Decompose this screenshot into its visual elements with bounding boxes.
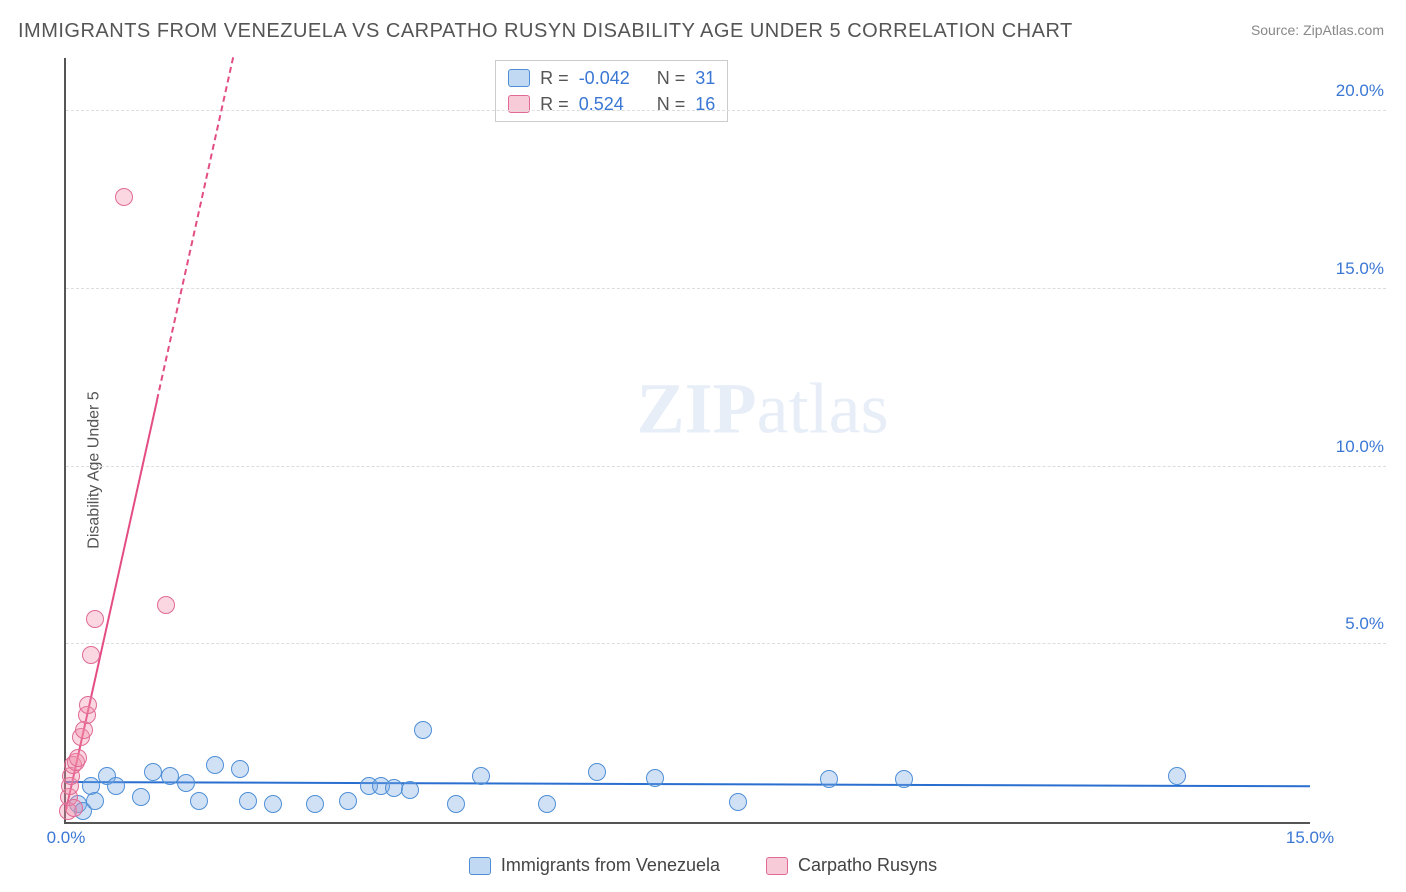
r-value: -0.042 — [579, 65, 639, 91]
watermark-bold: ZIP — [637, 369, 757, 449]
trend-line — [66, 781, 1310, 787]
legend-label: Carpatho Rusyns — [798, 855, 937, 876]
chart-title: IMMIGRANTS FROM VENEZUELA VS CARPATHO RU… — [18, 20, 1073, 43]
data-point — [86, 792, 104, 810]
legend-series: Immigrants from Venezuela Carpatho Rusyns — [18, 855, 1388, 876]
data-point — [177, 774, 195, 792]
legend-item: Immigrants from Venezuela — [469, 855, 720, 876]
data-point — [339, 792, 357, 810]
data-point — [82, 646, 100, 664]
data-point — [65, 799, 83, 817]
x-tick-label: 15.0% — [1286, 828, 1334, 848]
legend-label: Immigrants from Venezuela — [501, 855, 720, 876]
gridline-h — [66, 110, 1386, 111]
data-point — [414, 721, 432, 739]
plot-area: ZIPatlas R =-0.042N =31R = 0.524N =16 5.… — [64, 58, 1310, 824]
legend-stat-row: R = 0.524 N = 16 — [508, 91, 715, 117]
data-point — [729, 793, 747, 811]
data-point — [239, 792, 257, 810]
source-attribution: Source: ZipAtlas.com — [1251, 22, 1384, 38]
data-point — [306, 795, 324, 813]
data-point — [206, 756, 224, 774]
data-point — [820, 770, 838, 788]
x-tick-label: 0.0% — [47, 828, 86, 848]
n-value: 31 — [695, 65, 715, 91]
y-tick-label: 20.0% — [1314, 81, 1384, 101]
data-point — [401, 781, 419, 799]
data-point — [646, 769, 664, 787]
legend-stat-row: R = -0.042 N = 31 — [508, 65, 715, 91]
legend-item: Carpatho Rusyns — [766, 855, 937, 876]
legend-statistics: R = -0.042 N = 31 R = 0.524 N = 16 — [495, 60, 728, 122]
gridline-h — [66, 643, 1386, 644]
data-point — [157, 596, 175, 614]
legend-swatch — [469, 857, 491, 875]
data-point — [190, 792, 208, 810]
y-tick-label: 5.0% — [1314, 614, 1384, 634]
data-point — [107, 777, 125, 795]
data-point — [69, 749, 87, 767]
trend-line — [156, 57, 234, 400]
data-point — [1168, 767, 1186, 785]
n-value: 16 — [695, 91, 715, 117]
gridline-h — [66, 288, 1386, 289]
n-label: N = — [657, 65, 686, 91]
gridline-h — [66, 466, 1386, 467]
watermark: ZIPatlas — [637, 368, 889, 451]
data-point — [447, 795, 465, 813]
legend-swatch — [508, 69, 530, 87]
n-label: N = — [657, 91, 686, 117]
data-point — [538, 795, 556, 813]
legend-swatch — [766, 857, 788, 875]
chart-container: Disability Age Under 5 ZIPatlas R =-0.04… — [18, 58, 1388, 882]
data-point — [86, 610, 104, 628]
y-tick-label: 15.0% — [1314, 259, 1384, 279]
data-point — [895, 770, 913, 788]
data-point — [472, 767, 490, 785]
y-tick-label: 10.0% — [1314, 437, 1384, 457]
data-point — [231, 760, 249, 778]
data-point — [385, 779, 403, 797]
data-point — [264, 795, 282, 813]
data-point — [132, 788, 150, 806]
data-point — [161, 767, 179, 785]
data-point — [79, 696, 97, 714]
data-point — [144, 763, 162, 781]
watermark-rest: atlas — [757, 369, 889, 449]
data-point — [588, 763, 606, 781]
data-point — [115, 188, 133, 206]
r-value: 0.524 — [579, 91, 639, 117]
r-label: R = — [540, 91, 569, 117]
r-label: R = — [540, 65, 569, 91]
